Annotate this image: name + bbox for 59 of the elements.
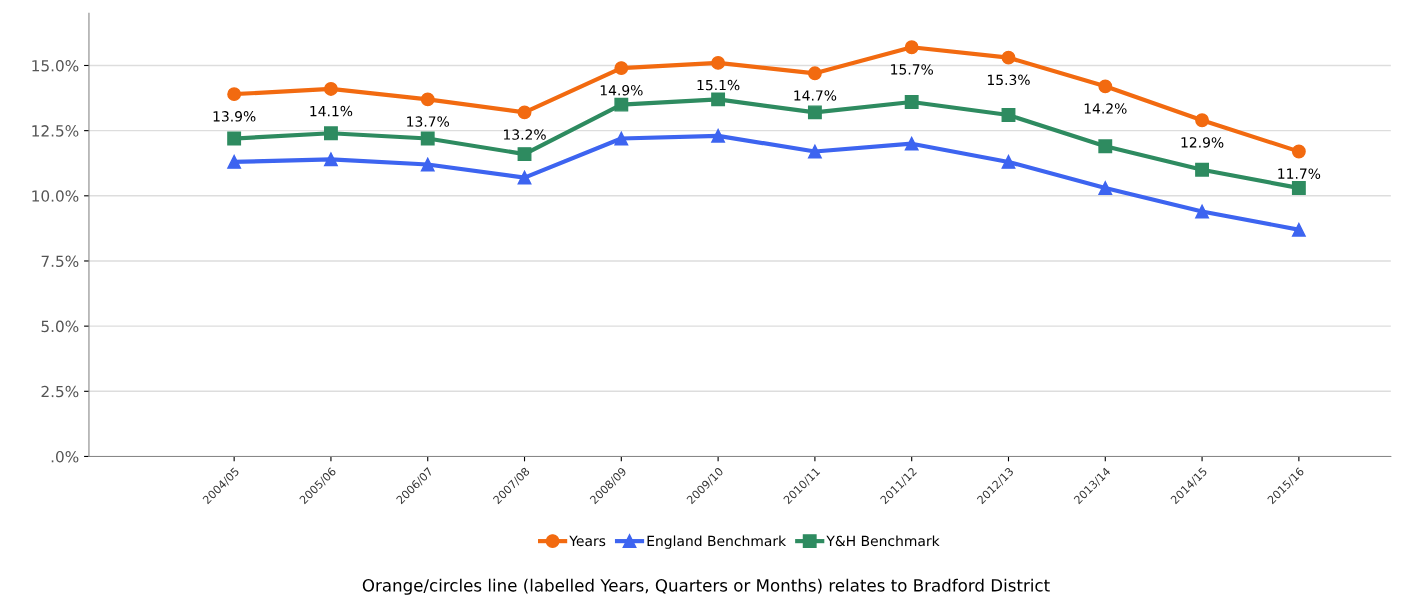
data-label: 15.3% <box>987 74 1030 86</box>
data-label: 15.7% <box>891 64 933 75</box>
y-tick-label: 5.0% <box>41 320 79 333</box>
y-tick-label: 10.0% <box>32 190 79 202</box>
point <box>1195 162 1210 177</box>
point <box>1001 108 1016 122</box>
y-tick-label: 15.0% <box>32 59 79 72</box>
point <box>1098 79 1113 94</box>
y-tick-label: .0% <box>51 450 79 463</box>
point <box>227 87 242 102</box>
point <box>711 92 726 107</box>
point <box>517 170 532 185</box>
point <box>227 131 242 146</box>
point <box>711 128 726 143</box>
data-label: 15.1% <box>697 79 740 91</box>
legend-label: Years <box>569 535 606 547</box>
data-label: 13.9% <box>213 111 256 122</box>
point <box>807 66 822 81</box>
data-label: 13.2% <box>503 129 546 140</box>
y-tick-label: 12.5% <box>32 125 79 137</box>
point <box>323 152 338 167</box>
point <box>1195 204 1210 219</box>
point <box>904 40 919 55</box>
point <box>1195 113 1210 128</box>
legend-label: Y&H Benchmark <box>826 535 940 547</box>
data-label: 14.2% <box>1084 103 1127 114</box>
point <box>1001 50 1016 65</box>
point <box>614 61 629 76</box>
point <box>420 92 435 107</box>
point <box>807 144 822 159</box>
y-tick-label: 7.5% <box>41 255 79 267</box>
point <box>1001 154 1016 169</box>
data-label: 12.9% <box>1181 137 1224 148</box>
point <box>323 81 338 96</box>
point <box>1291 144 1306 159</box>
point <box>614 97 629 112</box>
point <box>1291 222 1306 237</box>
data-label: 14.9% <box>600 85 643 96</box>
data-label: 14.7% <box>794 90 837 101</box>
text: Orange/circles line (labelled Years, Quarters or Months) relates to Bradford District <box>362 578 1050 595</box>
data-label: 13.7% <box>407 116 450 127</box>
point <box>904 136 919 151</box>
point <box>1098 139 1113 154</box>
legend-label: England Benchmark <box>647 535 787 549</box>
point <box>1098 181 1113 195</box>
point <box>711 55 726 70</box>
point <box>807 105 822 120</box>
point <box>517 105 532 120</box>
point <box>517 147 532 162</box>
point <box>420 157 435 172</box>
y-tick-label: 2.5% <box>41 385 79 398</box>
point <box>1291 181 1306 195</box>
point <box>227 154 242 169</box>
point <box>323 126 338 141</box>
data-label: 11.7% <box>1278 168 1321 179</box>
point <box>614 131 629 146</box>
point <box>420 131 435 146</box>
point <box>904 95 919 109</box>
data-label: 14.1% <box>310 105 353 117</box>
